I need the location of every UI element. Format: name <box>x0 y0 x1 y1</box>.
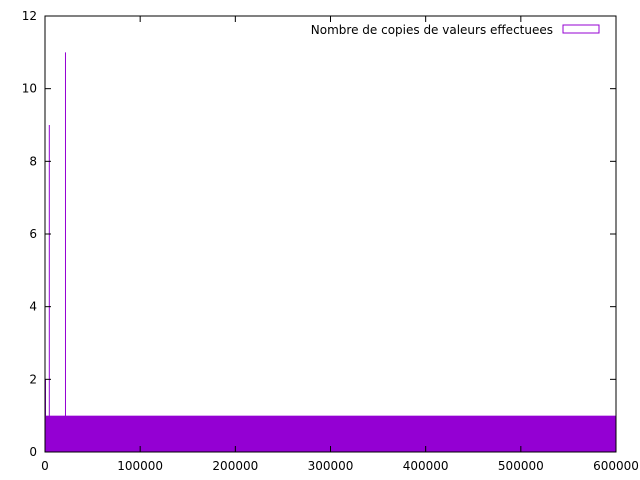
plot-frame <box>44 15 617 453</box>
baseline-bars <box>45 415 616 452</box>
axis-tick-labels: 0 100000 200000 300000 400000 500000 600000 0 2 4… <box>22 9 639 473</box>
x-tick-label: 300000 <box>308 459 354 473</box>
legend-swatch <box>562 24 600 34</box>
y-tick-label: 8 <box>29 154 37 168</box>
y-tick-label: 10 <box>22 82 37 96</box>
axis-ticks <box>44 15 617 453</box>
plot-marks <box>45 52 616 452</box>
legend: Nombre de copies de valeurs effectuees <box>311 23 600 37</box>
x-tick-label: 400000 <box>403 459 449 473</box>
x-tick-label: 100000 <box>117 459 163 473</box>
y-tick-label: 4 <box>29 300 37 314</box>
x-tick-label: 200000 <box>212 459 258 473</box>
y-tick-label: 2 <box>29 372 37 386</box>
x-tick-label: 600000 <box>593 459 639 473</box>
x-tick-label: 500000 <box>498 459 544 473</box>
y-tick-label: 6 <box>29 227 37 241</box>
y-tick-label: 12 <box>22 9 37 23</box>
y-tick-label: 0 <box>29 445 37 459</box>
x-tick-label: 0 <box>41 459 49 473</box>
legend-label: Nombre de copies de valeurs effectuees <box>311 23 553 37</box>
